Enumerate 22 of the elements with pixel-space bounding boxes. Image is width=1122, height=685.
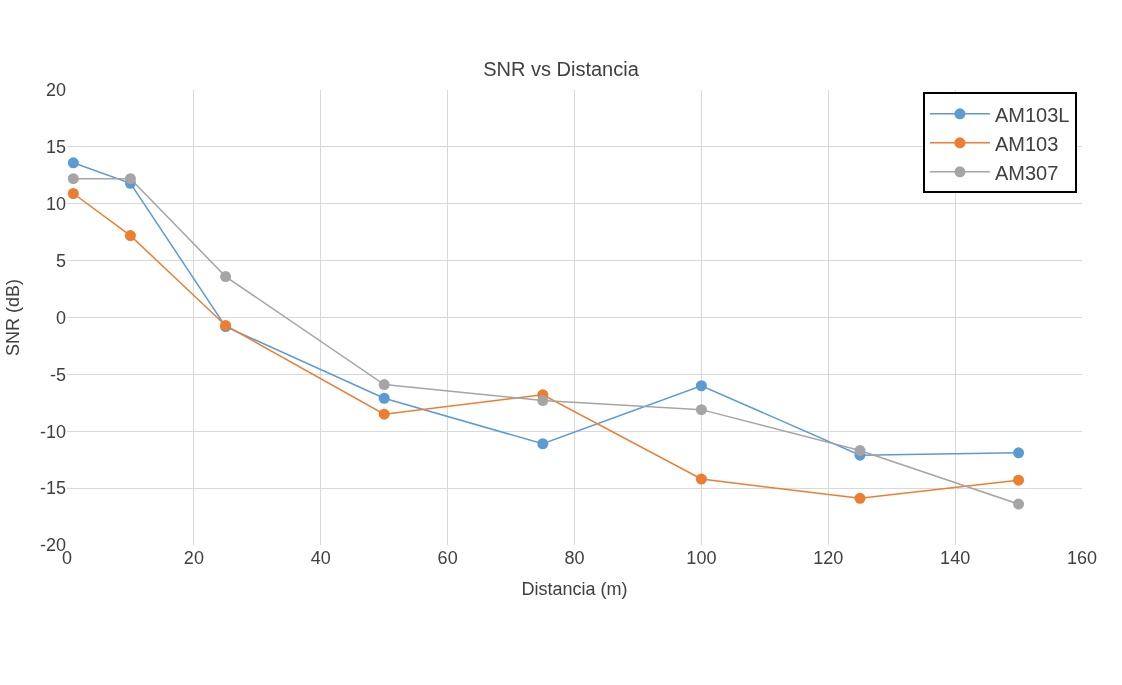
y-tick-label: -15 [39, 478, 66, 499]
x-tick-label: 40 [310, 548, 331, 568]
legend-label: AM307 [994, 161, 1059, 184]
x-tick-label: 160 [1066, 548, 1098, 568]
x-tick-label: 60 [437, 548, 458, 568]
x-tick-label: 120 [813, 548, 844, 568]
x-tick-label: 80 [564, 548, 585, 568]
y-axis-title: SNR (dB) [3, 278, 24, 357]
legend-label: AM103 [994, 132, 1059, 155]
x-tick-label: 140 [940, 548, 971, 568]
chart-title: SNR vs Distancia [483, 57, 640, 80]
y-tick-label: 15 [45, 137, 66, 158]
y-tick-label: 10 [45, 194, 66, 215]
legend-label: AM103L [994, 103, 1070, 126]
y-tick-label: -5 [49, 364, 66, 385]
x-tick-label: 20 [183, 548, 204, 568]
y-tick-label: 20 [45, 80, 66, 101]
y-tick-label: 0 [55, 307, 66, 328]
y-tick-label: -10 [39, 421, 66, 442]
x-tick-label: 100 [686, 548, 717, 568]
y-tick-label: 5 [55, 250, 66, 271]
x-axis-title: Distancia (m) [521, 579, 628, 600]
